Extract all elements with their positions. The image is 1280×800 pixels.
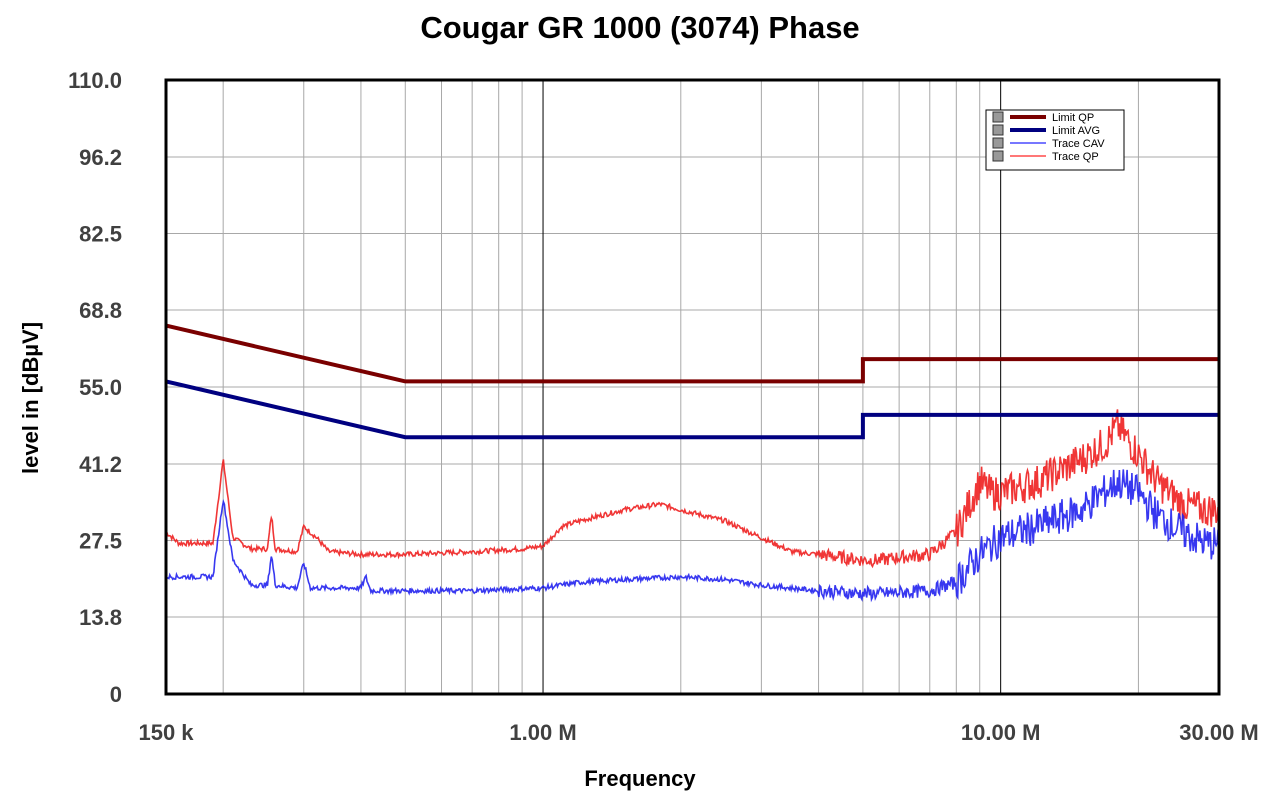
y-tick-label: 110.0 [68,68,122,93]
y-tick-label: 13.8 [79,605,122,630]
plot-frame [164,78,1221,696]
legend-marker [992,137,1004,149]
legend-label: Limit AVG [1052,125,1100,137]
grid-lines [166,79,1220,695]
x-axis-ticks: 150 k 1.00 M 10.00 M 30.00 M [138,720,1258,745]
trace-line [165,469,1220,603]
legend-label: Limit QP [1052,112,1094,124]
x-tick-label: 10.00 M [961,720,1041,745]
legend-marker [992,124,1004,136]
chart-title: Cougar GR 1000 (3074) Phase [420,10,859,45]
legend-label: Trace QP [1052,151,1099,163]
y-tick-label: 82.5 [79,222,122,247]
legend-label: Trace CAV [1052,138,1105,150]
y-tick-label: 41.2 [79,452,122,477]
y-tick-label: 0 [110,682,122,707]
y-axis-label: level in [dBµV] [18,322,43,474]
x-axis-label: Frequency [584,766,696,791]
x-tick-label: 30.00 M [1179,720,1259,745]
y-axis-ticks: 0 13.8 27.5 41.2 55.0 68.8 82.5 96.2 110.0 [68,68,122,707]
x-tick-label: 1.00 M [509,720,576,745]
y-tick-label: 55.0 [79,375,122,400]
data-series [165,323,1220,603]
limit-line [165,323,1219,384]
legend-box [985,109,1125,171]
limit-line [165,379,1219,440]
x-tick-label: 150 k [138,720,194,745]
trace-line [165,409,1220,569]
legend-marker [992,150,1004,162]
y-tick-label: 27.5 [79,529,122,554]
y-tick-label: 96.2 [79,145,122,170]
y-tick-label: 68.8 [79,298,122,323]
legend-marker [992,111,1004,123]
